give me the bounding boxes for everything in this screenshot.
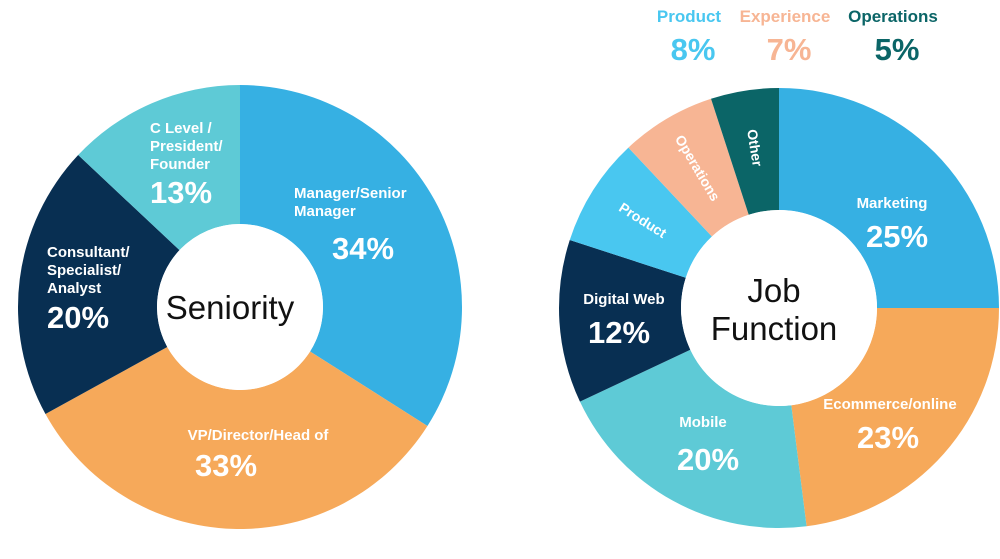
slice-ecommerce-online — [791, 308, 999, 527]
label-digital-web-line: Digital Web — [583, 291, 664, 308]
seniority-donut: Manager/Senior Manager 34% VP/Director/Head… — [18, 85, 463, 530]
label-manager-senior-manager-line: Manager — [294, 203, 356, 220]
label-ecommerce-online-line: Ecommerce/online — [823, 396, 956, 413]
seniority-center — [157, 224, 323, 390]
pct-consultant-specialist-analyst: 20% — [47, 300, 109, 335]
label-other: Other — [744, 128, 766, 168]
slice-consultant-specialist-analyst — [18, 155, 180, 414]
label-vp-director-head-of-line: VP/Director/Head of — [188, 427, 330, 444]
label-c-level-president-founder-line: Founder — [150, 156, 210, 173]
pct-c-level-president-founder: 13% — [150, 175, 212, 210]
job-function-title: Job Function — [711, 272, 838, 347]
pct-digital-web: 12% — [588, 315, 650, 350]
job-function-title-word: Function — [711, 310, 838, 347]
legend-value-operations: 5% — [875, 32, 920, 67]
label-consultant-specialist-analyst-line: Analyst — [47, 280, 101, 297]
label-consultant-specialist-analyst-line: Specialist/ — [47, 262, 122, 279]
legend-value-product: 8% — [671, 32, 716, 67]
label-marketing-line: Marketing — [857, 195, 928, 212]
label-mobile-line: Mobile — [679, 414, 727, 431]
label-ecommerce-online: Ecommerce/online — [823, 396, 956, 413]
slice-marketing — [779, 88, 999, 308]
pct-mobile: 20% — [677, 442, 739, 477]
label-manager-senior-manager-line: Manager/Senior — [294, 185, 407, 202]
label-c-level-president-founder-line: C Level / — [150, 120, 213, 137]
label-digital-web: Digital Web — [583, 291, 664, 308]
pct-marketing: 25% — [866, 219, 928, 254]
slice-digital-web — [559, 240, 691, 402]
label-mobile: Mobile — [679, 414, 727, 431]
slice-other — [711, 88, 779, 215]
label-consultant-specialist-analyst: Consultant/Specialist/Analyst — [47, 244, 130, 297]
pct-ecommerce-online: 23% — [857, 420, 919, 455]
legend-name-experience: Experience — [740, 7, 831, 26]
slice-manager-senior-manager — [240, 85, 463, 426]
legend-name-operations: Operations — [848, 7, 938, 26]
label-marketing: Marketing — [857, 195, 928, 212]
legend-name-product: Product — [657, 7, 722, 26]
job-function-legend: Product 8% Experience 7% Operations 5% — [657, 7, 938, 67]
pct-manager-senior-manager: 34% — [332, 231, 394, 266]
seniority-title: Seniority — [166, 289, 295, 326]
slice-operations — [628, 98, 749, 237]
slice-product — [569, 147, 712, 278]
job-function-donut: Marketing 25% Ecommerce/online 23% Mobile 20%… — [559, 88, 999, 528]
slice-c-level-president-founder — [78, 85, 240, 251]
label-vp-director-head-of: VP/Director/Head of — [188, 427, 330, 444]
label-c-level-president-founder-line: President/ — [150, 138, 223, 155]
slice-vp-director-head-of — [45, 346, 428, 530]
legend-value-experience: 7% — [767, 32, 812, 67]
label-consultant-specialist-analyst-line: Consultant/ — [47, 244, 130, 261]
label-c-level-president-founder: C Level / President/Founder — [150, 120, 223, 173]
slice-mobile — [579, 349, 807, 528]
label-manager-senior-manager: Manager/Senior Manager — [294, 185, 407, 220]
job-function-title-word: Job — [747, 272, 800, 309]
job-function-center — [681, 210, 877, 406]
pct-vp-director-head-of: 33% — [195, 448, 257, 483]
